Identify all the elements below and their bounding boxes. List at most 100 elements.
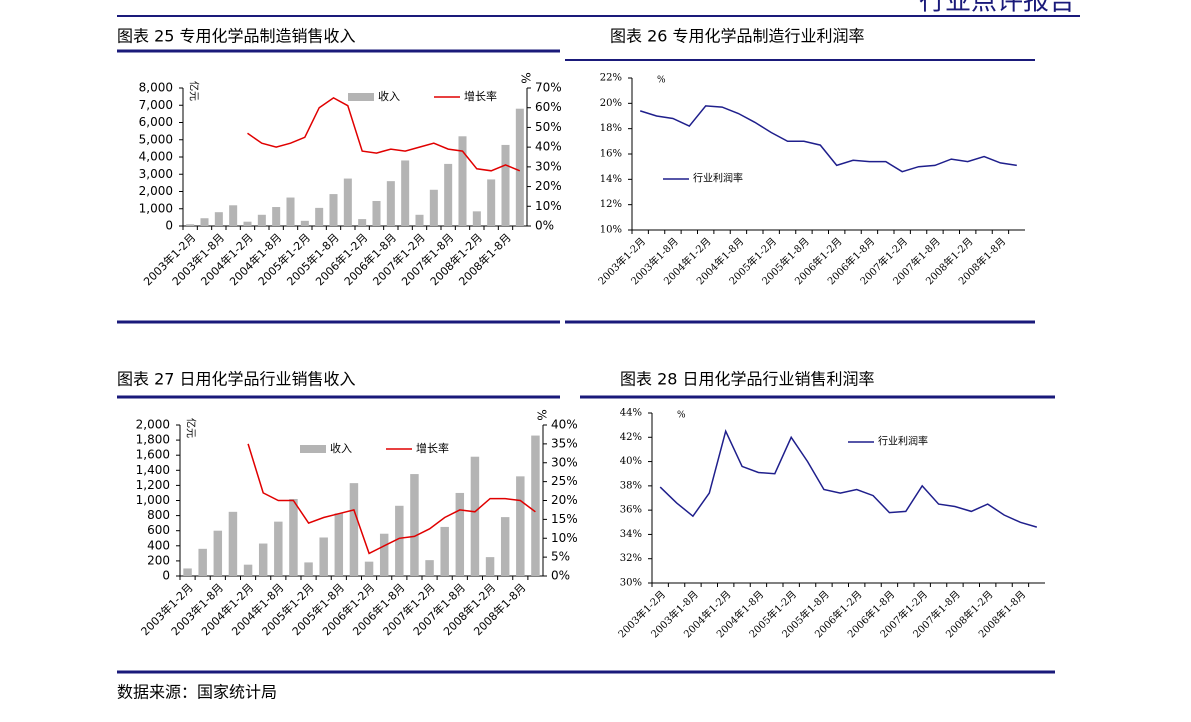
y-unit: % [677, 411, 686, 421]
y-tick-label: 38% [620, 480, 642, 491]
y2-tick-label: 10% [535, 199, 562, 213]
chart-title: 图表 27 日用化学品行业销售收入 [117, 370, 356, 389]
y-tick-label: 2,000 [136, 418, 170, 432]
bar [410, 474, 419, 576]
y2-tick-label: 20% [551, 493, 578, 507]
bar [300, 220, 309, 226]
bar [429, 189, 438, 226]
y-tick-label: 22% [600, 73, 622, 84]
line [659, 429, 1038, 528]
y-tick-label: 1,600 [136, 448, 170, 462]
y-unit: 亿元 [185, 418, 198, 438]
y2-unit: % [535, 409, 549, 420]
bar [425, 560, 434, 576]
line [247, 97, 521, 172]
chart-title: 图表 25 专用化学品制造销售收入 [117, 27, 356, 46]
bar [458, 136, 467, 226]
bar [213, 530, 223, 576]
y-tick-label: 5,000 [139, 132, 173, 146]
bar [395, 505, 404, 576]
y-tick-label: 40% [620, 456, 642, 467]
bar [228, 511, 238, 576]
y-tick-label: 200 [147, 553, 170, 567]
y2-tick-label: 30% [551, 455, 578, 469]
y-tick-label: 0 [165, 219, 173, 233]
bar [515, 108, 524, 226]
line [247, 443, 536, 555]
bar [379, 533, 389, 576]
y-tick-label: 800 [147, 508, 170, 522]
bar [243, 564, 253, 576]
legend-label: 收入 [330, 441, 352, 455]
bar [349, 483, 359, 576]
y-tick-label: 42% [620, 432, 642, 443]
chart-title: 图表 26 专用化学品制造行业利润率 [610, 27, 865, 46]
y-tick-label: 7,000 [139, 98, 173, 112]
y2-tick-label: 40% [535, 140, 562, 154]
bar [329, 194, 338, 226]
y2-tick-label: 20% [535, 179, 562, 193]
bar [386, 181, 395, 226]
bar [274, 521, 283, 576]
y-tick-label: 600 [147, 523, 170, 537]
bar [243, 221, 252, 226]
y-tick-label: 16% [600, 149, 622, 160]
bar [440, 526, 449, 576]
y-tick-label: 20% [600, 98, 622, 109]
y-tick-label: 1,800 [136, 433, 170, 447]
legend-label: 增长率 [416, 441, 449, 455]
y-tick-label: 6,000 [139, 115, 173, 129]
y2-tick-label: 10% [551, 531, 578, 545]
bar [286, 197, 295, 226]
bar [315, 207, 324, 226]
bar [343, 178, 352, 226]
bar [258, 543, 268, 576]
legend-swatch [300, 445, 326, 453]
y-tick-label: 3,000 [139, 167, 173, 181]
bar [257, 214, 266, 226]
bar [319, 537, 328, 576]
y-tick-label: 34% [620, 529, 642, 540]
y-unit: % [657, 76, 666, 86]
y-tick-label: 1,000 [139, 201, 173, 215]
y-tick-label: 8,000 [139, 81, 173, 95]
bar [200, 218, 209, 226]
y-tick-label: 0 [162, 569, 170, 583]
bar [198, 548, 207, 576]
y-tick-label: 1,400 [136, 463, 170, 477]
bar [364, 561, 374, 576]
bar [444, 163, 453, 226]
y-tick-label: 2,000 [139, 184, 173, 198]
y2-tick-label: 40% [551, 418, 578, 432]
y2-tick-label: 70% [535, 81, 562, 95]
report-type: 行业点评报告 [919, 0, 1075, 17]
bar [358, 219, 367, 226]
y2-tick-label: 30% [535, 159, 562, 173]
bar [487, 179, 496, 226]
y-tick-label: 30% [620, 578, 642, 589]
y-tick-label: 10% [600, 225, 622, 236]
y2-tick-label: 15% [551, 512, 578, 526]
y-tick-label: 18% [600, 123, 622, 134]
bar [472, 211, 481, 226]
bar [401, 160, 410, 226]
bar [485, 557, 495, 576]
bar [531, 435, 540, 576]
y2-tick-label: 25% [551, 474, 578, 488]
y-tick-label: 14% [600, 174, 622, 185]
bar [304, 562, 313, 576]
y2-tick-label: 0% [551, 569, 570, 583]
y2-tick-label: 50% [535, 120, 562, 134]
source-note: 数据来源：国家统计局 [117, 683, 277, 702]
bar [186, 224, 195, 226]
y-tick-label: 1,000 [136, 493, 170, 507]
bar [229, 205, 238, 226]
y-tick-label: 44% [620, 408, 642, 419]
y2-tick-label: 5% [551, 550, 570, 564]
y-tick-label: 400 [147, 538, 170, 552]
bar [470, 456, 480, 576]
bar [415, 214, 424, 226]
bar [272, 207, 281, 226]
